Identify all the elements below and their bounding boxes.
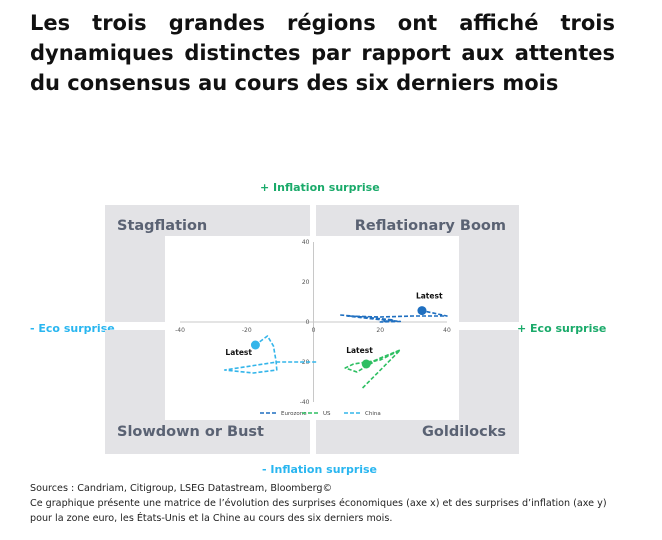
x-tick-label: -40 xyxy=(175,327,185,334)
legend-label-us: US xyxy=(323,411,331,417)
latest-label: Latest xyxy=(225,348,252,357)
y-tick-label: 40 xyxy=(302,239,310,246)
y-tick-label: 0 xyxy=(306,319,310,326)
quadrant-label-goldilocks: Goldilocks xyxy=(422,424,506,440)
legend-label-eurozone: Eurozone xyxy=(281,411,307,417)
latest-point-china xyxy=(250,340,260,350)
quadrant-label-slowdown: Slowdown or Bust xyxy=(117,424,264,440)
x-tick-label: 20 xyxy=(376,327,384,334)
page-title: Les trois grandes régions ont affiché tr… xyxy=(30,11,615,95)
series-line-china xyxy=(223,335,317,374)
quadrant-label-reflationary-boom: Reflationary Boom xyxy=(354,218,506,234)
x-tick-label: 40 xyxy=(443,327,451,334)
x-tick-label: 0 xyxy=(312,327,316,334)
latest-point-eurozone xyxy=(417,306,427,316)
quadrant-label-stagflation: Stagflation xyxy=(117,218,208,234)
latest-label: Latest xyxy=(346,346,373,355)
y-tick-label: -40 xyxy=(300,399,310,406)
y-tick-label: 20 xyxy=(302,279,310,286)
latest-label: Latest xyxy=(416,292,443,301)
left-axis-label: - Eco surprise xyxy=(30,322,115,335)
caption-line-1: Ce graphique présente une matrice de l’é… xyxy=(30,498,607,509)
top-axis-label: + Inflation surprise xyxy=(260,181,380,194)
latest-point-us xyxy=(361,359,371,369)
footnote: Sources : Candriam, Citigroup, LSEG Data… xyxy=(30,481,607,526)
right-axis-label: + Eco surprise xyxy=(517,322,607,335)
chart-plot-area: -40 -20 0 20 40 40 20 0 -20 -40 Latest Eurozone Late… xyxy=(165,236,459,420)
series-line-us xyxy=(344,349,402,389)
y-tick-label: -20 xyxy=(300,359,310,366)
legend-label-china: China xyxy=(365,411,381,417)
x-tick-label: -20 xyxy=(242,327,252,334)
caption-line-2: pour la zone euro, les États-Unis et la … xyxy=(30,513,393,524)
series-line-eurozone xyxy=(340,309,448,323)
bottom-axis-label: - Inflation surprise xyxy=(262,463,378,476)
scatter-chart: -40 -20 0 20 40 40 20 0 -20 -40 Latest Eurozone Late… xyxy=(175,239,451,417)
sources-text: Sources : Candriam, Citigroup, LSEG Data… xyxy=(30,483,333,494)
